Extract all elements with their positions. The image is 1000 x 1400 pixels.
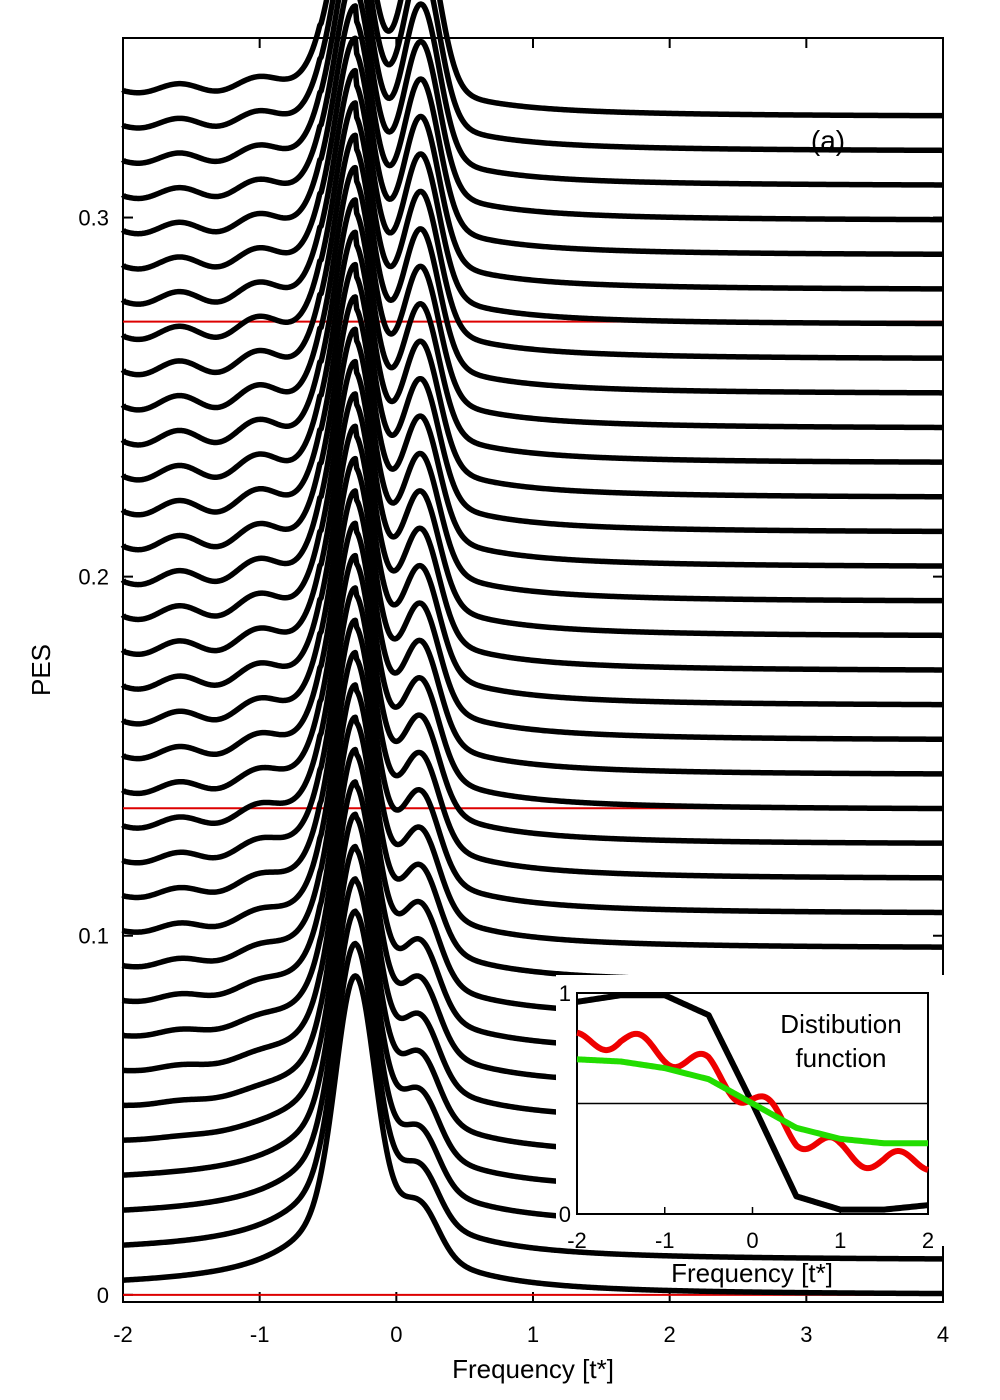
pes-curve [121,0,945,119]
inset-x-axis-title: Frequency [t*] [671,1258,833,1288]
pes-curve [120,261,945,535]
x-tick-label: 0 [390,1322,402,1347]
pes-curve [120,0,945,223]
x-tick-label: -1 [250,1322,270,1347]
pes-curve [121,552,945,846]
inset-x-tick-label: -1 [655,1228,675,1253]
inset-x-tick-label: 0 [746,1228,758,1253]
pes-curve [120,326,945,604]
pes-curve [120,294,945,569]
inset-title-line1: Distibution [780,1009,901,1039]
x-tick-label: 2 [664,1322,676,1347]
main-axis-ticks: -2 -1 0 1 2 3 4 0 0.1 0.2 0.3 [78,38,949,1347]
inset-title-line2: function [795,1043,886,1073]
inset-background [556,975,944,1246]
pes-curve [121,0,945,154]
y-tick-label: 0 [97,1283,109,1308]
main-curve-group [120,0,945,1297]
inset-green-curve [575,1056,930,1147]
pes-curve [120,0,945,188]
y-tick-label: 0.3 [78,206,109,231]
inset-group: -2 -1 0 1 2 0 1 [559,981,934,1253]
pes-curve [120,100,945,361]
pes-curve [120,197,945,465]
pes-curve [120,229,945,500]
pes-curve [120,358,945,639]
inset-x-tick-label: 2 [922,1228,934,1253]
pes-curve [120,35,945,292]
inset-x-tick-label: -2 [567,1228,587,1253]
pes-curve [120,132,945,396]
inset-y-tick-label: 1 [559,981,571,1006]
inset-y-tick-label: 0 [559,1202,571,1227]
pes-curve [120,67,945,327]
inset-plot: -2 -1 0 1 2 0 1 Distibution function Frequency… [556,975,944,1288]
pes-curve [121,617,945,916]
panel-label: (a) [811,125,845,156]
x-tick-label: 3 [800,1322,812,1347]
pes-curve [120,164,945,431]
pes-curve [121,940,945,1262]
x-tick-label: 1 [527,1322,539,1347]
pes-curve [120,455,945,742]
pes-curve [121,649,945,950]
pes-curve [121,585,945,881]
pes-curve [121,973,945,1297]
main-plot: -2 -1 0 1 2 3 4 0 0.1 0.2 0.3 (a) Frequency [t*] P… [26,0,949,1384]
y-tick-label: 0.2 [78,565,109,590]
inset-x-tick-label: 1 [834,1228,846,1253]
y-axis-title: PES [26,644,56,696]
pes-curve [120,391,945,673]
pes-curve [120,520,945,812]
x-axis-title: Frequency [t*] [452,1354,614,1384]
pes-curve [120,488,945,777]
y-tick-label: 0.1 [78,924,109,949]
x-tick-label: 4 [937,1322,949,1347]
inset-red-curve [575,1029,930,1173]
x-tick-label: -2 [113,1322,133,1347]
pes-curve [120,423,945,708]
pes-curve [120,3,945,257]
